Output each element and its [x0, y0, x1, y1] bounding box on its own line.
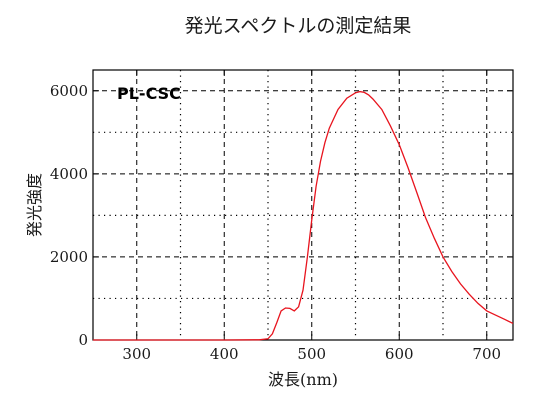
y-tick-label: 6000 — [50, 82, 88, 100]
axis-ticks: 300 400 500 600 700 0 2000 4000 6000 — [50, 70, 513, 363]
x-tick-label: 400 — [210, 345, 239, 363]
y-tick-label: 4000 — [50, 165, 88, 183]
x-tick-label: 700 — [472, 345, 501, 363]
series-line — [93, 90, 514, 341]
x-tick-label: 300 — [122, 345, 151, 363]
x-axis-label: 波長(nm) — [268, 370, 338, 389]
y-tick-label: 2000 — [50, 248, 88, 266]
chart-title: 発光スペクトルの測定結果 — [185, 15, 412, 37]
y-axis-label: 発光強度 — [25, 173, 44, 237]
x-tick-label: 500 — [297, 345, 326, 363]
x-tick-label: 600 — [385, 345, 414, 363]
annotation-label: PL-CSC — [117, 84, 181, 103]
y-tick-label: 0 — [78, 331, 88, 349]
plot-frame — [92, 69, 514, 341]
grid — [93, 70, 513, 340]
